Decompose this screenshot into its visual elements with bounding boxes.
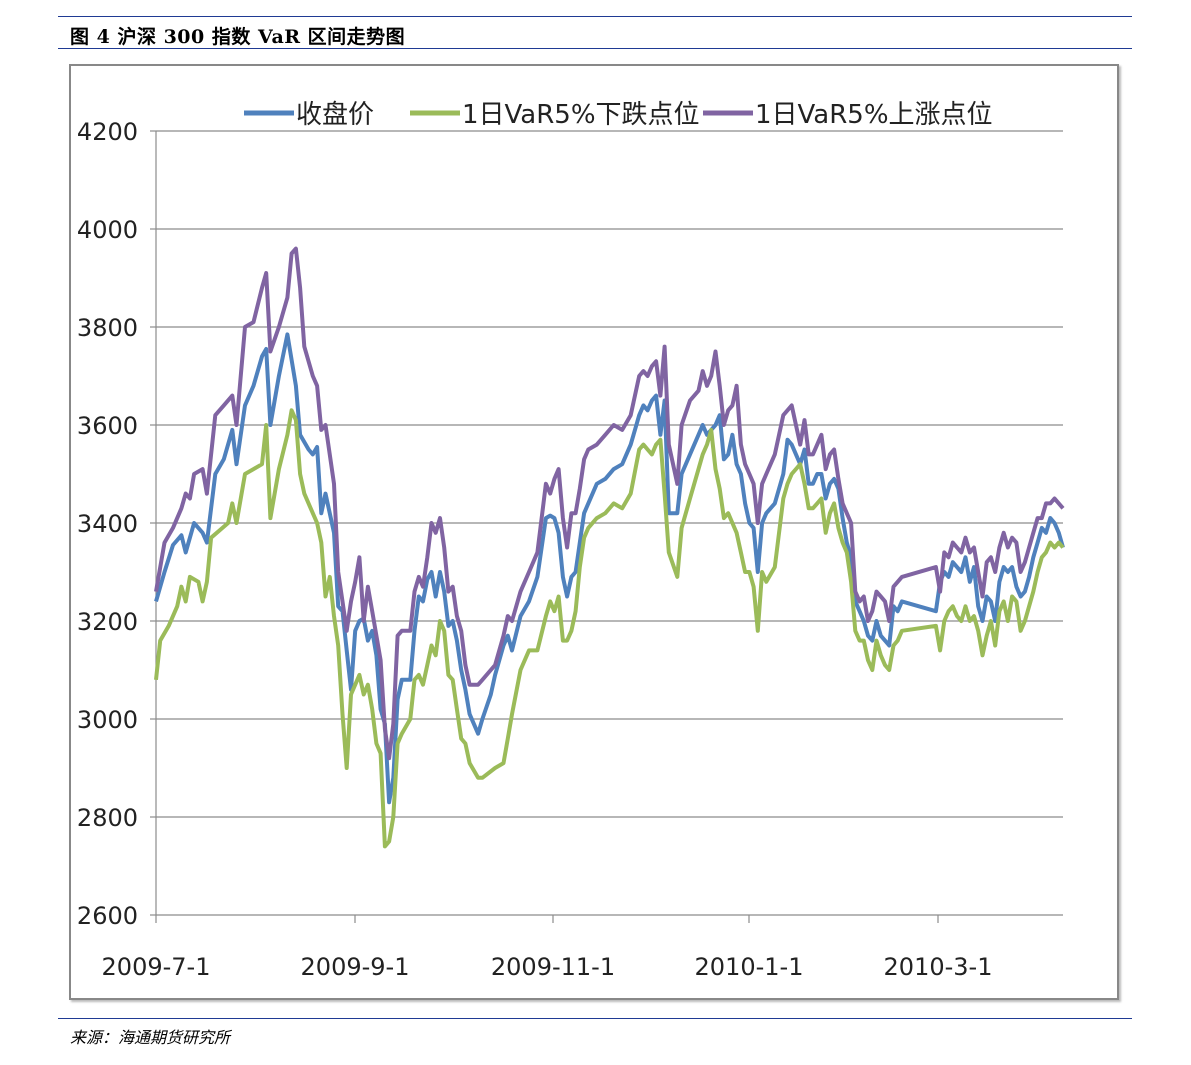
y-tick-label: 4200: [77, 118, 138, 146]
y-tick-label: 2800: [77, 804, 138, 832]
x-tick-label: 2010-1-1: [695, 953, 804, 981]
x-tick-label: 2010-3-1: [884, 953, 993, 981]
caption-bottom-rule: [58, 48, 1132, 49]
legend-label-1: 收盘价: [296, 100, 374, 130]
source-note: 来源：海通期货研究所: [70, 1028, 231, 1047]
source-top-rule: [58, 1018, 1132, 1019]
x-tick-label: 2009-11-1: [491, 953, 615, 981]
y-tick-label: 3000: [77, 706, 138, 734]
y-tick-label: 3800: [77, 314, 138, 342]
caption-top-rule: [58, 16, 1132, 17]
figure-caption: 图 4 沪深 300 指数 VaR 区间走势图: [70, 26, 406, 48]
series-line-3: [154, 246, 1065, 761]
y-tick-label: 3600: [77, 412, 138, 440]
x-tick-label: 2009-7-1: [102, 953, 211, 981]
y-tick-label: 4000: [77, 216, 138, 244]
y-tick-label: 3200: [77, 608, 138, 636]
y-tick-label: 2600: [77, 902, 138, 930]
chart-frame: [69, 64, 1119, 1000]
series-line-2: [154, 408, 1065, 849]
legend-label-3: 1日VaR5%上涨点位: [755, 100, 993, 130]
x-tick-label: 2009-9-1: [301, 953, 410, 981]
legend-label-2: 1日VaR5%下跌点位: [462, 100, 700, 130]
y-tick-label: 3400: [77, 510, 138, 538]
